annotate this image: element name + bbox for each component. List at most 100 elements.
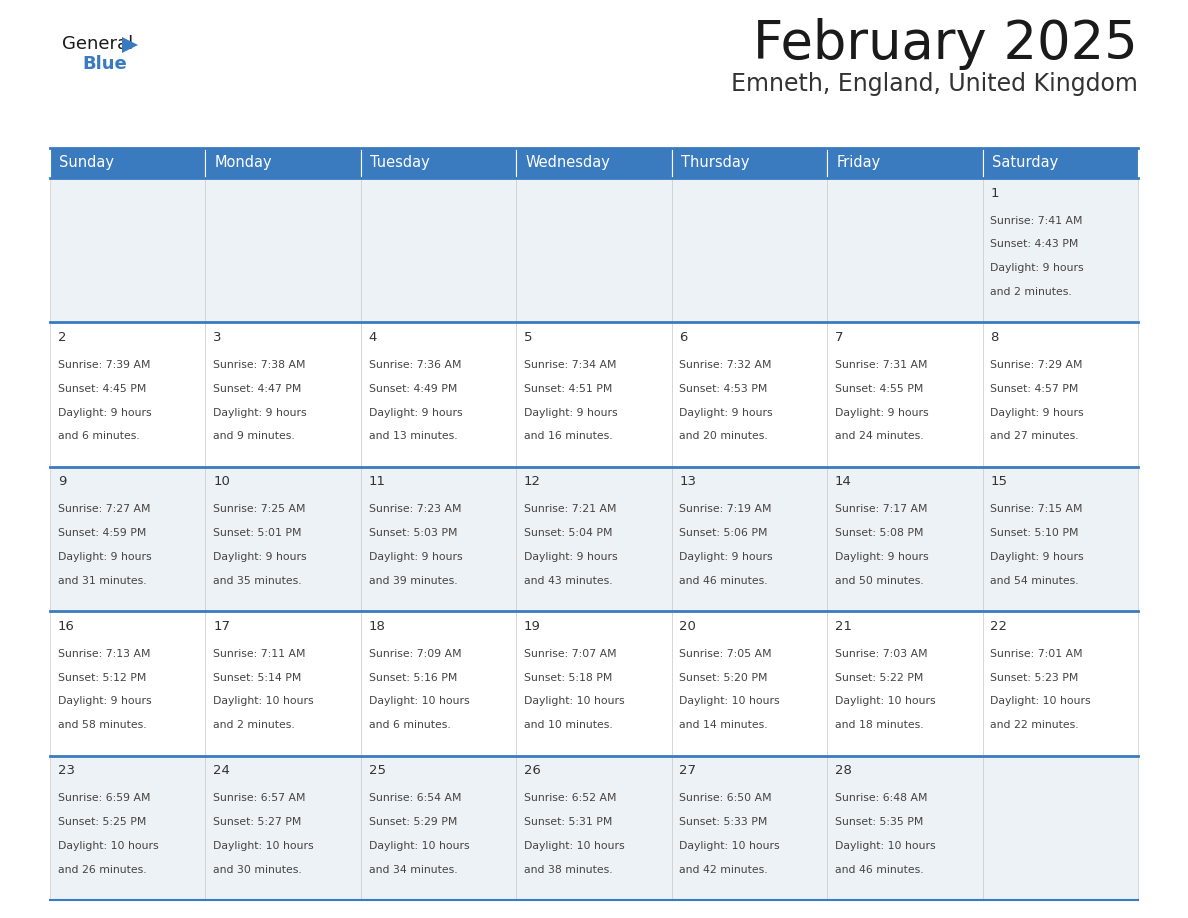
Text: Sunset: 4:57 PM: Sunset: 4:57 PM [991, 384, 1079, 394]
Text: and 46 minutes.: and 46 minutes. [835, 865, 923, 875]
Text: and 26 minutes.: and 26 minutes. [58, 865, 146, 875]
Bar [982, 756, 1138, 900]
Bar [50, 611, 206, 756]
Text: Daylight: 9 hours: Daylight: 9 hours [368, 552, 462, 562]
Bar [517, 611, 671, 756]
Text: Daylight: 9 hours: Daylight: 9 hours [835, 408, 929, 418]
Bar [517, 756, 671, 900]
Text: Sunday: Sunday [59, 155, 114, 171]
Text: 12: 12 [524, 476, 541, 488]
Text: Sunset: 5:04 PM: Sunset: 5:04 PM [524, 528, 613, 538]
Text: Sunset: 5:16 PM: Sunset: 5:16 PM [368, 673, 457, 683]
Text: Daylight: 9 hours: Daylight: 9 hours [213, 552, 307, 562]
Bar [50, 178, 206, 322]
Text: Thursday: Thursday [681, 155, 750, 171]
Text: Daylight: 9 hours: Daylight: 9 hours [991, 408, 1083, 418]
Bar [361, 178, 517, 322]
Text: 17: 17 [213, 620, 230, 633]
Text: and 13 minutes.: and 13 minutes. [368, 431, 457, 442]
Text: Daylight: 10 hours: Daylight: 10 hours [213, 697, 314, 706]
Text: Sunset: 5:27 PM: Sunset: 5:27 PM [213, 817, 302, 827]
Text: Daylight: 10 hours: Daylight: 10 hours [368, 841, 469, 851]
Bar [671, 178, 827, 322]
Text: Daylight: 9 hours: Daylight: 9 hours [58, 408, 151, 418]
Text: and 50 minutes.: and 50 minutes. [835, 576, 923, 586]
Text: Sunrise: 7:03 AM: Sunrise: 7:03 AM [835, 649, 928, 659]
Text: and 2 minutes.: and 2 minutes. [991, 287, 1072, 297]
Bar [361, 148, 517, 178]
Text: Sunset: 5:06 PM: Sunset: 5:06 PM [680, 528, 767, 538]
Text: 20: 20 [680, 620, 696, 633]
Text: 13: 13 [680, 476, 696, 488]
Text: 24: 24 [213, 765, 230, 778]
Text: 11: 11 [368, 476, 386, 488]
Text: Sunrise: 7:27 AM: Sunrise: 7:27 AM [58, 504, 150, 514]
Text: Blue: Blue [82, 55, 127, 73]
Text: Sunrise: 6:59 AM: Sunrise: 6:59 AM [58, 793, 150, 803]
Text: and 10 minutes.: and 10 minutes. [524, 721, 613, 730]
Text: Daylight: 9 hours: Daylight: 9 hours [835, 552, 929, 562]
Text: and 9 minutes.: and 9 minutes. [213, 431, 295, 442]
Bar [206, 148, 361, 178]
Text: Daylight: 9 hours: Daylight: 9 hours [524, 408, 618, 418]
Text: 18: 18 [368, 620, 385, 633]
Text: Sunset: 5:10 PM: Sunset: 5:10 PM [991, 528, 1079, 538]
Bar [827, 322, 982, 466]
Text: Sunset: 5:03 PM: Sunset: 5:03 PM [368, 528, 457, 538]
Bar [361, 322, 517, 466]
Text: and 16 minutes.: and 16 minutes. [524, 431, 613, 442]
Text: Daylight: 10 hours: Daylight: 10 hours [835, 697, 935, 706]
Text: 25: 25 [368, 765, 386, 778]
Text: Daylight: 9 hours: Daylight: 9 hours [991, 263, 1083, 274]
Text: 19: 19 [524, 620, 541, 633]
Bar [517, 148, 671, 178]
Bar [50, 466, 206, 611]
Text: Sunset: 5:22 PM: Sunset: 5:22 PM [835, 673, 923, 683]
Bar [206, 611, 361, 756]
Text: Daylight: 10 hours: Daylight: 10 hours [524, 841, 625, 851]
Bar [982, 148, 1138, 178]
Text: 3: 3 [213, 331, 222, 344]
Text: 26: 26 [524, 765, 541, 778]
Text: 28: 28 [835, 765, 852, 778]
Text: Daylight: 10 hours: Daylight: 10 hours [213, 841, 314, 851]
Text: Sunset: 5:18 PM: Sunset: 5:18 PM [524, 673, 613, 683]
Text: 21: 21 [835, 620, 852, 633]
Text: Sunset: 4:59 PM: Sunset: 4:59 PM [58, 528, 146, 538]
Text: 5: 5 [524, 331, 532, 344]
Text: and 22 minutes.: and 22 minutes. [991, 721, 1079, 730]
Text: 27: 27 [680, 765, 696, 778]
Text: Sunset: 4:45 PM: Sunset: 4:45 PM [58, 384, 146, 394]
Text: Sunrise: 7:21 AM: Sunrise: 7:21 AM [524, 504, 617, 514]
Text: Daylight: 9 hours: Daylight: 9 hours [524, 552, 618, 562]
Text: Sunrise: 7:19 AM: Sunrise: 7:19 AM [680, 504, 772, 514]
Text: Sunrise: 7:39 AM: Sunrise: 7:39 AM [58, 360, 150, 370]
Bar [206, 322, 361, 466]
Text: 2: 2 [58, 331, 67, 344]
Text: Tuesday: Tuesday [371, 155, 430, 171]
Text: and 14 minutes.: and 14 minutes. [680, 721, 769, 730]
Text: Sunrise: 6:57 AM: Sunrise: 6:57 AM [213, 793, 305, 803]
Text: and 27 minutes.: and 27 minutes. [991, 431, 1079, 442]
Text: 7: 7 [835, 331, 843, 344]
Text: Daylight: 10 hours: Daylight: 10 hours [680, 841, 781, 851]
Text: 23: 23 [58, 765, 75, 778]
Text: Sunrise: 6:52 AM: Sunrise: 6:52 AM [524, 793, 617, 803]
Bar [671, 466, 827, 611]
Text: 15: 15 [991, 476, 1007, 488]
Text: Monday: Monday [215, 155, 272, 171]
Text: 6: 6 [680, 331, 688, 344]
Text: and 20 minutes.: and 20 minutes. [680, 431, 769, 442]
Text: and 35 minutes.: and 35 minutes. [213, 576, 302, 586]
Text: Sunrise: 7:17 AM: Sunrise: 7:17 AM [835, 504, 928, 514]
Text: and 2 minutes.: and 2 minutes. [213, 721, 295, 730]
Text: Daylight: 10 hours: Daylight: 10 hours [368, 697, 469, 706]
Text: and 24 minutes.: and 24 minutes. [835, 431, 923, 442]
Bar [517, 322, 671, 466]
Text: 9: 9 [58, 476, 67, 488]
Bar [671, 322, 827, 466]
Bar [671, 756, 827, 900]
Text: Sunrise: 6:50 AM: Sunrise: 6:50 AM [680, 793, 772, 803]
Text: Daylight: 9 hours: Daylight: 9 hours [991, 552, 1083, 562]
Bar [206, 178, 361, 322]
